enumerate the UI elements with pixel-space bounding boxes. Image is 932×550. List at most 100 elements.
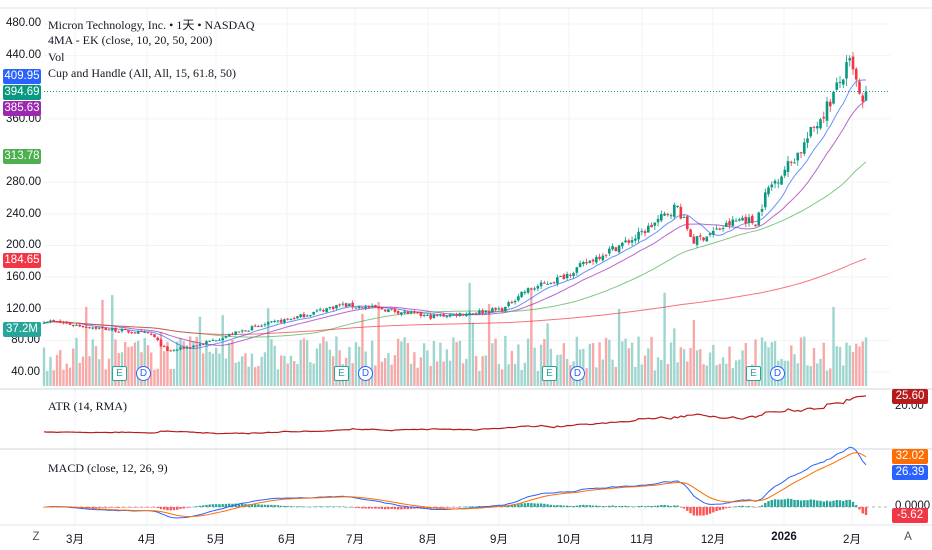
macd-legend[interactable]: MACD (close, 12, 26, 9) xyxy=(48,461,168,475)
macd-histogram-bar xyxy=(257,504,260,507)
candle-body xyxy=(715,228,718,230)
volume-bar xyxy=(273,345,276,386)
vol-indicator-legend[interactable]: Vol xyxy=(48,50,65,64)
macd-histogram-bar xyxy=(578,505,582,507)
volume-bar xyxy=(484,355,488,386)
candle-body xyxy=(55,321,59,323)
candle-body xyxy=(851,56,855,70)
volume-bar xyxy=(286,363,289,386)
macd-histogram-bar xyxy=(708,507,712,514)
candle-body xyxy=(159,339,163,347)
earnings-marker[interactable]: E xyxy=(542,366,557,381)
volume-bar xyxy=(55,354,59,386)
candle-body xyxy=(494,307,497,310)
volume-bar xyxy=(198,316,202,386)
volume-bar xyxy=(52,370,55,386)
candle-body xyxy=(416,312,419,314)
volume-bar xyxy=(611,359,614,386)
candle-body xyxy=(383,309,387,312)
volume-bar xyxy=(598,342,601,386)
candle-body xyxy=(559,275,562,277)
macd-histogram-bar xyxy=(328,506,332,507)
macd-signal-badge: 32.02 xyxy=(892,449,928,464)
macd-histogram-bar xyxy=(757,506,760,507)
earnings-marker[interactable]: E xyxy=(334,366,349,381)
volume-bar xyxy=(819,358,822,386)
price-tick: 360.00 xyxy=(6,113,42,125)
volume-bar xyxy=(712,344,715,386)
dividend-marker[interactable]: D xyxy=(570,366,585,381)
auto-scale-button[interactable]: A xyxy=(904,531,912,543)
volume-bar xyxy=(676,362,679,386)
price-tick: 40.00 xyxy=(11,366,40,378)
volume-bar xyxy=(855,343,858,386)
volume-bar xyxy=(302,338,306,386)
macd-histogram-bar xyxy=(591,505,595,507)
macd-histogram-bar xyxy=(354,507,358,508)
macd-histogram-bar xyxy=(643,506,647,507)
symbol-title[interactable]: Micron Technology, Inc. • 1天 • NASDAQ xyxy=(48,18,255,32)
candle-body xyxy=(104,327,108,330)
candle-body xyxy=(396,310,400,314)
macd-histogram-bar xyxy=(767,501,770,507)
macd-histogram-bar xyxy=(786,498,790,507)
macd-histogram-bar xyxy=(240,503,244,507)
volume-bar xyxy=(445,349,449,386)
candle-body xyxy=(731,219,735,226)
volume-bar xyxy=(621,341,624,386)
macd-histogram-bar xyxy=(608,505,611,507)
candle-body xyxy=(195,345,199,347)
macd-histogram-bar xyxy=(864,507,868,515)
dividend-marker[interactable]: D xyxy=(358,366,373,381)
volume-bar xyxy=(413,352,416,386)
candle-body xyxy=(802,142,806,154)
macd-histogram-bar xyxy=(582,504,585,507)
time-label: 4月 xyxy=(138,534,156,546)
earnings-marker[interactable]: E xyxy=(746,366,761,381)
volume-bar xyxy=(559,354,562,386)
candle-body xyxy=(815,126,819,129)
candle-body xyxy=(848,58,852,61)
dividend-marker[interactable]: D xyxy=(136,366,151,381)
macd-histogram-bar xyxy=(445,507,449,508)
macd-histogram-bar xyxy=(744,506,747,507)
volume-bar xyxy=(523,362,527,386)
cup-handle-legend[interactable]: Cup and Handle (All, All, 15, 61.8, 50) xyxy=(48,66,236,80)
macd-histogram-bar xyxy=(783,499,786,507)
volume-bar xyxy=(497,364,501,386)
candle-body xyxy=(250,326,254,331)
price-tick: 80.00 xyxy=(11,334,40,346)
volume-bar xyxy=(829,368,832,386)
candle-body xyxy=(601,255,605,261)
macd-histogram-bar xyxy=(468,506,471,507)
candle-body xyxy=(185,347,189,349)
candle-body xyxy=(604,254,608,256)
candle-body xyxy=(705,236,709,242)
atr-legend[interactable]: ATR (14, RMA) xyxy=(48,399,128,413)
candle-body xyxy=(838,81,842,83)
volume-bar xyxy=(858,346,861,386)
candle-body xyxy=(117,331,121,333)
volume-bar xyxy=(848,345,851,386)
volume-bar xyxy=(803,336,806,386)
volume-bar xyxy=(276,369,280,386)
candle-body xyxy=(406,311,410,314)
candle-body xyxy=(543,282,546,284)
candle-body xyxy=(84,326,88,328)
macd-histogram-bar xyxy=(842,500,845,507)
macd-histogram-bar xyxy=(559,505,562,507)
macd-histogram-bar xyxy=(211,504,215,507)
volume-bar xyxy=(656,357,660,386)
dividend-marker[interactable]: D xyxy=(770,366,785,381)
timezone-button[interactable]: Z xyxy=(32,531,40,543)
candle-body xyxy=(445,316,449,318)
macd-histogram-bar xyxy=(296,506,299,507)
volume-bar xyxy=(107,358,111,386)
macd-histogram-bar xyxy=(793,499,796,507)
earnings-marker[interactable]: E xyxy=(112,366,127,381)
macd-histogram-bar xyxy=(318,506,322,507)
ma-indicator-legend[interactable]: 4MA - EK (close, 10, 20, 50, 200) xyxy=(48,33,213,47)
volume-bar xyxy=(390,364,393,386)
